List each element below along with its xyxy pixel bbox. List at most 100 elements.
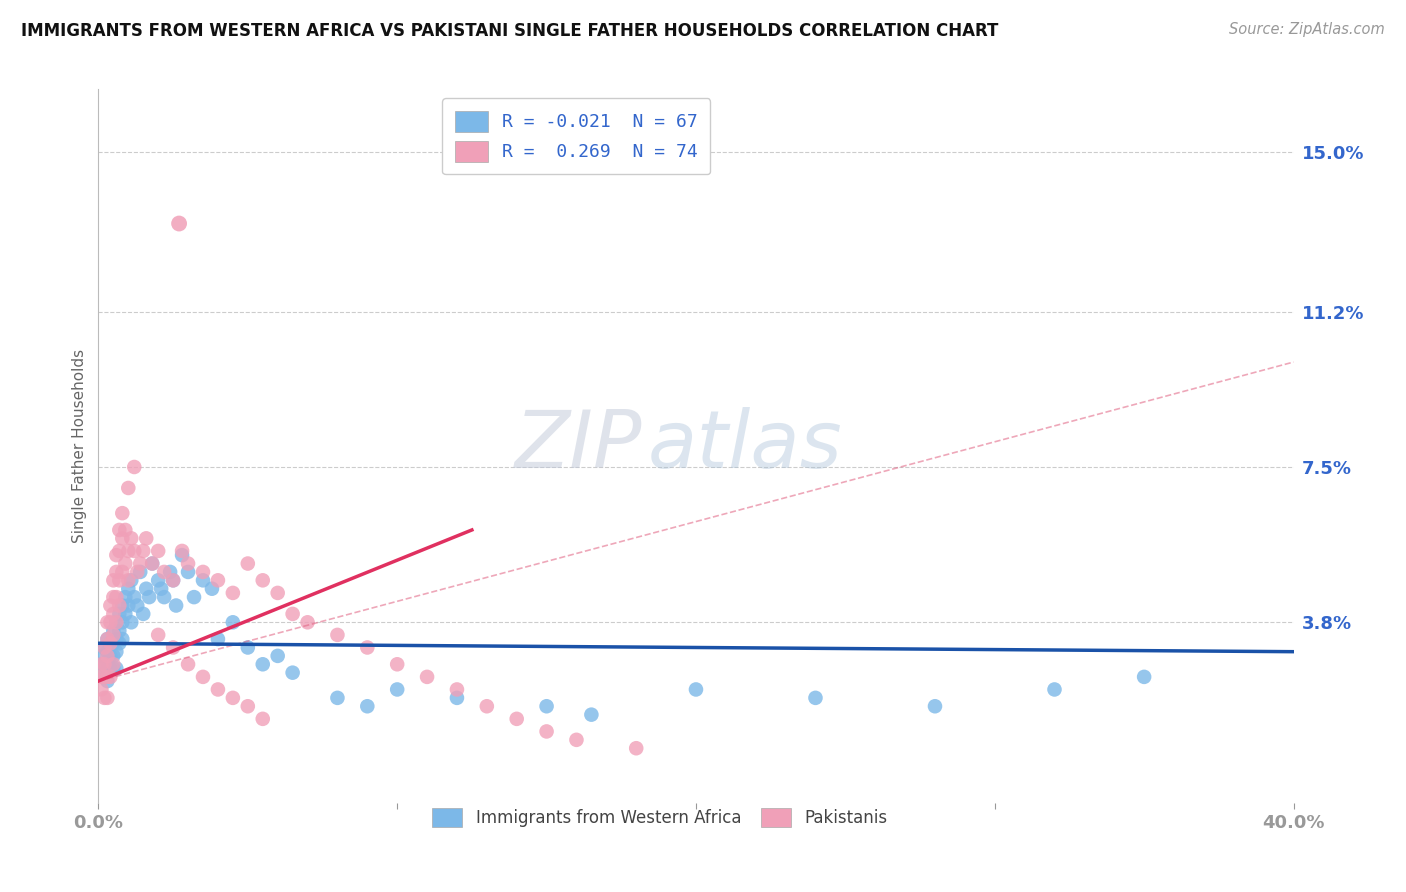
Point <box>191 670 214 684</box>
Point <box>177 557 200 571</box>
Point <box>135 532 157 546</box>
Point <box>117 582 139 596</box>
Point <box>117 599 139 613</box>
Point <box>129 557 152 571</box>
Point <box>108 636 131 650</box>
Point <box>111 632 134 646</box>
Point <box>177 657 200 672</box>
Point <box>103 590 125 604</box>
Point <box>105 632 128 646</box>
Point <box>105 590 128 604</box>
Point <box>108 523 131 537</box>
Y-axis label: Single Father Households: Single Father Households <box>72 349 87 543</box>
Point <box>120 574 142 588</box>
Point <box>804 690 827 705</box>
Point <box>252 657 274 672</box>
Point <box>90 657 112 672</box>
Point <box>98 599 122 613</box>
Point <box>127 565 149 579</box>
Point <box>132 544 155 558</box>
Point <box>132 607 155 621</box>
Point <box>183 590 205 604</box>
Point <box>103 661 125 675</box>
Point <box>93 670 115 684</box>
Point <box>159 565 181 579</box>
Point <box>172 548 194 562</box>
Point <box>98 636 122 650</box>
Point <box>93 657 115 672</box>
Point <box>103 624 125 638</box>
Text: IMMIGRANTS FROM WESTERN AFRICA VS PAKISTANI SINGLE FATHER HOUSEHOLDS CORRELATION: IMMIGRANTS FROM WESTERN AFRICA VS PAKIST… <box>21 22 998 40</box>
Point <box>90 670 112 684</box>
Point <box>141 557 163 571</box>
Point <box>326 690 349 705</box>
Point <box>96 670 118 684</box>
Point <box>356 699 378 714</box>
Point <box>536 724 558 739</box>
Point <box>117 481 139 495</box>
Point <box>105 565 128 579</box>
Point <box>103 648 125 663</box>
Point <box>281 607 304 621</box>
Point <box>105 548 128 562</box>
Point <box>148 628 170 642</box>
Point <box>114 557 136 571</box>
Point <box>108 544 131 558</box>
Point <box>111 565 134 579</box>
Point <box>117 544 139 558</box>
Point <box>167 217 190 231</box>
Point <box>93 657 115 672</box>
Point <box>108 599 131 613</box>
Point <box>385 657 409 672</box>
Point <box>236 699 259 714</box>
Point <box>96 645 118 659</box>
Point <box>162 574 184 588</box>
Point <box>96 661 118 675</box>
Text: Source: ZipAtlas.com: Source: ZipAtlas.com <box>1229 22 1385 37</box>
Point <box>114 523 136 537</box>
Point <box>124 590 146 604</box>
Point <box>98 661 122 675</box>
Point <box>172 544 194 558</box>
Point <box>93 640 115 655</box>
Point <box>685 682 707 697</box>
Point <box>96 674 118 689</box>
Point <box>148 574 170 588</box>
Point <box>1043 682 1066 697</box>
Point <box>127 599 149 613</box>
Point <box>162 640 184 655</box>
Point <box>191 574 214 588</box>
Point <box>90 648 112 663</box>
Point <box>108 624 131 638</box>
Point <box>90 682 112 697</box>
Point <box>626 741 648 756</box>
Point <box>385 682 409 697</box>
Point <box>565 732 588 747</box>
Point <box>96 690 118 705</box>
Point <box>105 661 128 675</box>
Point <box>148 544 170 558</box>
Point <box>506 712 529 726</box>
Point <box>114 590 136 604</box>
Point <box>111 599 134 613</box>
Point <box>138 590 160 604</box>
Point <box>222 690 245 705</box>
Point <box>111 532 134 546</box>
Point <box>96 615 118 630</box>
Point <box>103 628 125 642</box>
Point <box>267 648 290 663</box>
Legend: Immigrants from Western Africa, Pakistanis: Immigrants from Western Africa, Pakistan… <box>426 801 894 834</box>
Point <box>93 690 115 705</box>
Point <box>150 582 173 596</box>
Point <box>135 582 157 596</box>
Text: atlas: atlas <box>648 407 844 485</box>
Point <box>153 590 176 604</box>
Point <box>236 640 259 655</box>
Point <box>129 565 152 579</box>
Point <box>98 636 122 650</box>
Point <box>267 586 290 600</box>
Point <box>111 506 134 520</box>
Point <box>153 565 176 579</box>
Point <box>356 640 378 655</box>
Point <box>177 565 200 579</box>
